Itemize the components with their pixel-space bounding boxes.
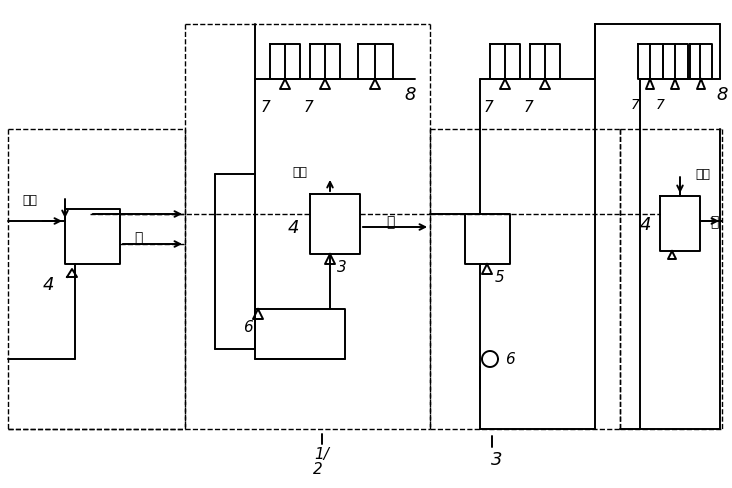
Text: 4: 4 bbox=[287, 219, 299, 237]
Text: 3: 3 bbox=[491, 450, 503, 468]
Text: 7: 7 bbox=[260, 101, 270, 115]
Text: 蒸气: 蒸气 bbox=[293, 165, 307, 178]
Text: 6: 6 bbox=[505, 352, 515, 367]
Text: 7: 7 bbox=[656, 98, 665, 112]
Text: 酸: 酸 bbox=[134, 230, 142, 244]
Text: 1/: 1/ bbox=[315, 447, 329, 462]
Text: 4: 4 bbox=[639, 216, 651, 234]
Text: 7: 7 bbox=[523, 101, 533, 115]
Text: 6: 6 bbox=[243, 320, 253, 335]
Text: 8: 8 bbox=[404, 86, 416, 104]
Text: 7: 7 bbox=[483, 101, 493, 115]
Text: 8: 8 bbox=[716, 86, 728, 104]
Text: 酸: 酸 bbox=[710, 215, 718, 228]
Text: 蒸气: 蒸气 bbox=[23, 193, 37, 206]
Text: 7: 7 bbox=[303, 101, 313, 115]
Text: 蒸气: 蒸气 bbox=[695, 168, 711, 181]
Text: 7: 7 bbox=[630, 98, 640, 112]
Text: 2: 2 bbox=[313, 462, 323, 476]
Text: 5: 5 bbox=[495, 270, 505, 285]
Text: 酸: 酸 bbox=[386, 215, 395, 228]
Text: 3: 3 bbox=[337, 260, 347, 275]
Text: 4: 4 bbox=[42, 275, 53, 293]
